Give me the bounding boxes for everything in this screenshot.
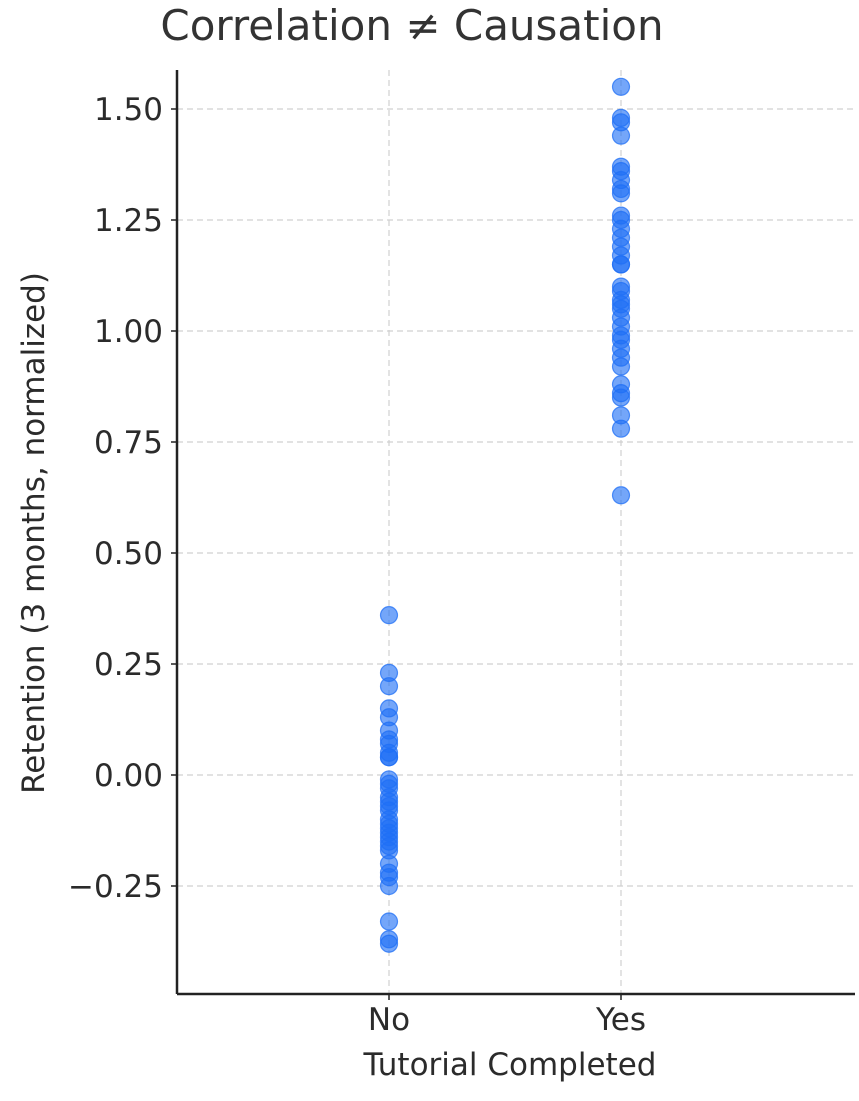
y-tick-label: 0.00 — [94, 758, 163, 794]
x-axis-ticks: No Yes — [368, 994, 646, 1038]
data-points — [379, 77, 631, 953]
data-point-yes — [611, 77, 631, 96]
data-point-yes — [611, 419, 631, 438]
data-point-no — [379, 912, 399, 931]
data-point-yes — [611, 357, 631, 376]
grid-lines — [177, 70, 855, 994]
data-point-yes — [611, 126, 631, 145]
y-tick-label: 0.50 — [94, 536, 163, 572]
chart-title: Correlation ≠ Causation — [160, 1, 663, 50]
y-tick-label: 1.00 — [94, 314, 163, 350]
data-point-no — [379, 876, 399, 896]
y-tick-label: −0.25 — [68, 869, 163, 905]
data-point-yes — [611, 388, 631, 407]
y-axis-label: Retention (3 months, normalized) — [16, 272, 52, 794]
data-point-yes — [611, 184, 631, 203]
x-tick-label: No — [368, 1002, 410, 1038]
y-axis-ticks: −0.25 0.00 0.25 0.50 0.75 1.00 1.25 1.50 — [68, 92, 177, 905]
data-point-no — [379, 677, 399, 696]
data-point-no — [379, 934, 399, 953]
data-point-yes — [611, 486, 631, 505]
y-tick-label: 0.25 — [94, 647, 163, 683]
y-tick-label: 1.25 — [94, 203, 163, 239]
y-tick-label: 1.50 — [94, 92, 163, 128]
y-tick-label: 0.75 — [94, 425, 163, 461]
data-point-no — [379, 748, 399, 767]
data-point-yes — [611, 255, 631, 274]
x-axis-label: Tutorial Completed — [363, 1047, 657, 1083]
data-point-no — [379, 606, 399, 625]
x-tick-label: Yes — [595, 1002, 646, 1038]
